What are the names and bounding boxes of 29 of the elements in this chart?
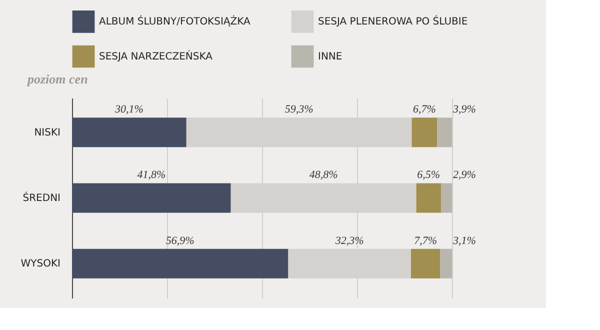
data-label: 3,9%: [452, 104, 476, 116]
bar: [440, 248, 452, 278]
data-label: 6,7%: [412, 104, 436, 116]
data-label: 30,1%: [114, 104, 144, 116]
bar: [72, 248, 288, 278]
bar: [72, 183, 231, 213]
y-tick-label: ŚREDNI: [22, 191, 60, 204]
data-label: 48,8%: [309, 169, 338, 182]
data-label: 32,3%: [334, 234, 364, 247]
data-label: 7,7%: [414, 234, 438, 247]
data-label: 59,3%: [284, 104, 314, 116]
bar: [437, 118, 452, 148]
y-tick-label: WYSOKI: [20, 258, 60, 270]
data-label: 3,1%: [452, 234, 476, 247]
data-label: 6,5%: [417, 169, 440, 182]
bar: [72, 118, 186, 148]
y-tick-label: NISKI: [34, 127, 60, 138]
bar: [412, 118, 438, 148]
y-axis-title: poziom cen: [26, 72, 88, 86]
data-label: 2,9%: [453, 169, 476, 182]
legend-label: INNE: [318, 52, 342, 62]
bar: [410, 248, 440, 278]
bar: [440, 183, 452, 213]
legend-label: ALBUM ŚLUBNY/FOTOKSIĄŻKA: [99, 14, 250, 28]
bar: [416, 183, 441, 213]
legend-label: SESJA NARZECZEŃSKA: [99, 50, 213, 62]
legend-label: SESJA PLENEROWA PO ŚLUBIE: [318, 14, 468, 28]
data-label: 56,9%: [166, 234, 194, 247]
data-label: 41,8%: [137, 169, 166, 182]
